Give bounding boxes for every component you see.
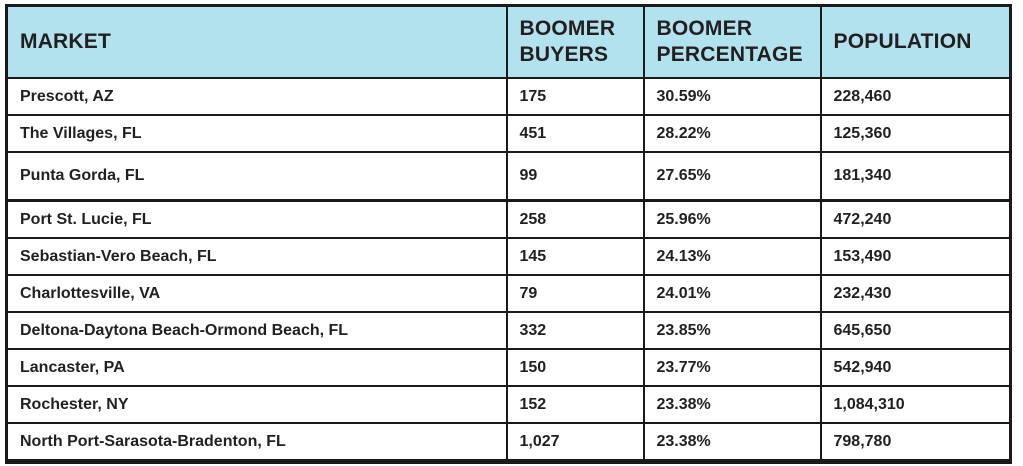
cell-boomer-percentage: 23.38% (642, 422, 822, 463)
table-row: Port St. Lucie, FL 258 25.96% 472,240 (5, 199, 1012, 239)
cell-boomer-buyers: 258 (505, 199, 645, 239)
cell-boomer-buyers: 150 (505, 348, 645, 387)
cell-population: 645,650 (819, 311, 1012, 350)
cell-boomer-percentage: 25.96% (642, 199, 822, 239)
cell-population: 232,430 (819, 274, 1012, 313)
column-header-boomer-buyers: BOOMER BUYERS (505, 4, 645, 79)
table-body: Prescott, AZ 175 30.59% 228,460 The Vill… (5, 77, 1012, 463)
cell-boomer-buyers: 332 (505, 311, 645, 350)
cell-boomer-percentage: 24.13% (642, 237, 822, 276)
cell-population: 1,084,310 (819, 385, 1012, 424)
cell-population: 153,490 (819, 237, 1012, 276)
cell-boomer-percentage: 28.22% (642, 114, 822, 153)
table-row: North Port-Sarasota-Bradenton, FL 1,027 … (5, 422, 1012, 463)
cell-boomer-percentage: 23.38% (642, 385, 822, 424)
table-row: Charlottesville, VA 79 24.01% 232,430 (5, 274, 1012, 313)
cell-population: 228,460 (819, 77, 1012, 116)
cell-boomer-buyers: 145 (505, 237, 645, 276)
cell-market: Prescott, AZ (5, 77, 508, 116)
cell-boomer-percentage: 23.77% (642, 348, 822, 387)
column-header-market: MARKET (5, 4, 508, 79)
table-row: Deltona-Daytona Beach-Ormond Beach, FL 3… (5, 311, 1012, 350)
cell-market: Deltona-Daytona Beach-Ormond Beach, FL (5, 311, 508, 350)
cell-boomer-percentage: 23.85% (642, 311, 822, 350)
table-row: Prescott, AZ 175 30.59% 228,460 (5, 77, 1012, 116)
cell-market: Sebastian-Vero Beach, FL (5, 237, 508, 276)
cell-market: Port St. Lucie, FL (5, 199, 508, 239)
cell-market: Rochester, NY (5, 385, 508, 424)
table-header: MARKET BOOMER BUYERS BOOMER PERCENTAGE P… (5, 4, 1012, 79)
cell-boomer-percentage: 30.59% (642, 77, 822, 116)
cell-population: 181,340 (819, 151, 1012, 202)
table-row: Sebastian-Vero Beach, FL 145 24.13% 153,… (5, 237, 1012, 276)
table-row: The Villages, FL 451 28.22% 125,360 (5, 114, 1012, 153)
cell-market: North Port-Sarasota-Bradenton, FL (5, 422, 508, 463)
cell-market: Punta Gorda, FL (5, 151, 508, 202)
cell-boomer-percentage: 24.01% (642, 274, 822, 313)
table-row: Lancaster, PA 150 23.77% 542,940 (5, 348, 1012, 387)
cell-boomer-buyers: 1,027 (505, 422, 645, 463)
cell-boomer-buyers: 175 (505, 77, 645, 116)
cell-boomer-buyers: 79 (505, 274, 645, 313)
column-header-population: POPULATION (819, 4, 1012, 79)
cell-boomer-buyers: 99 (505, 151, 645, 202)
cell-boomer-buyers: 152 (505, 385, 645, 424)
cell-boomer-buyers: 451 (505, 114, 645, 153)
cell-boomer-percentage: 27.65% (642, 151, 822, 202)
cell-population: 542,940 (819, 348, 1012, 387)
table-row: Rochester, NY 152 23.38% 1,084,310 (5, 385, 1012, 424)
cell-population: 472,240 (819, 199, 1012, 239)
boomer-markets-table: MARKET BOOMER BUYERS BOOMER PERCENTAGE P… (5, 4, 1012, 464)
column-header-boomer-percentage: BOOMER PERCENTAGE (642, 4, 822, 79)
cell-population: 798,780 (819, 422, 1012, 463)
cell-population: 125,360 (819, 114, 1012, 153)
table-row: Punta Gorda, FL 99 27.65% 181,340 (5, 151, 1012, 202)
cell-market: Lancaster, PA (5, 348, 508, 387)
cell-market: Charlottesville, VA (5, 274, 508, 313)
cell-market: The Villages, FL (5, 114, 508, 153)
header-row: MARKET BOOMER BUYERS BOOMER PERCENTAGE P… (5, 4, 1012, 79)
